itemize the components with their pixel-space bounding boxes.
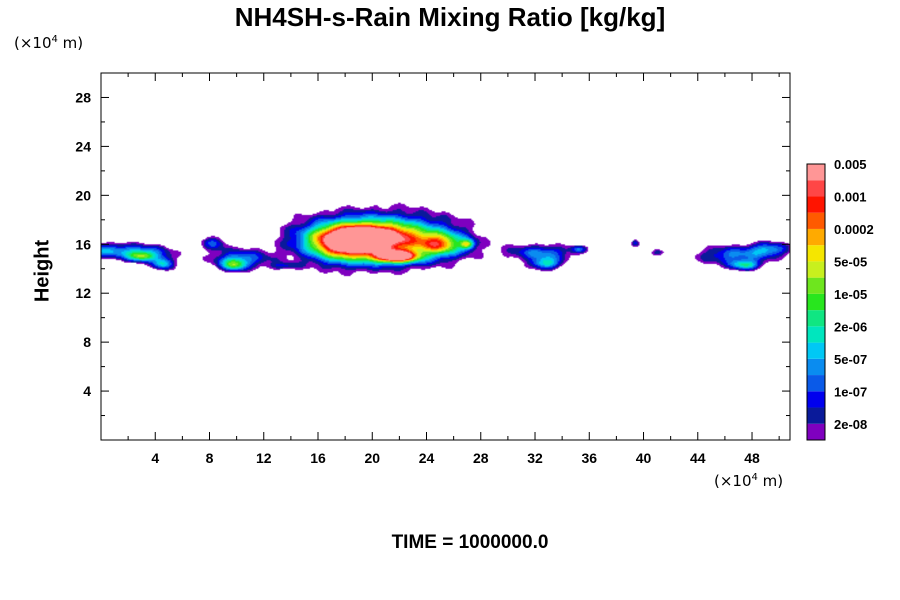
x-tick-label: 48 bbox=[744, 450, 760, 466]
x-tick-label: 44 bbox=[690, 450, 706, 466]
colorbar-swatch bbox=[807, 375, 825, 392]
y-tick-label: 24 bbox=[75, 138, 91, 154]
colorbar-swatch bbox=[807, 326, 825, 343]
colorbar-swatch bbox=[807, 423, 825, 440]
colorbar-swatch bbox=[807, 228, 825, 246]
y-tick-label: 20 bbox=[75, 187, 91, 203]
plot-frame bbox=[100, 72, 791, 441]
x-axis-unit: (×104 m) bbox=[714, 472, 784, 490]
colorbar-swatch bbox=[807, 261, 825, 278]
colorbar-swatch bbox=[807, 212, 825, 229]
colorbar-swatch bbox=[807, 342, 825, 359]
colorbar-swatch bbox=[807, 407, 825, 424]
y-tick-label: 28 bbox=[75, 89, 91, 105]
x-tick-label: 12 bbox=[256, 450, 272, 466]
x-tick-label: 20 bbox=[364, 450, 380, 466]
x-tick-label: 32 bbox=[527, 450, 543, 466]
colorbar-label: 1e-07 bbox=[834, 384, 867, 399]
colorbar-swatch bbox=[807, 245, 825, 262]
time-label: TIME = 1000000.0 bbox=[391, 532, 549, 553]
colorbar-swatch bbox=[807, 310, 825, 327]
colorbar-label: 2e-08 bbox=[834, 417, 867, 432]
colorbar-swatch bbox=[807, 277, 825, 294]
y-tick-label: 4 bbox=[83, 383, 91, 399]
y-tick-label: 12 bbox=[75, 285, 91, 301]
x-tick-label: 36 bbox=[581, 450, 597, 466]
colorbar-swatch bbox=[807, 196, 825, 213]
colorbar-swatch bbox=[807, 358, 825, 376]
y-tick-label: 8 bbox=[83, 334, 91, 350]
colorbar-label: 1e-05 bbox=[834, 287, 867, 302]
x-tick-label: 16 bbox=[310, 450, 326, 466]
colorbar-label: 0.001 bbox=[834, 189, 867, 204]
colorbar-label: 5e-05 bbox=[834, 254, 867, 269]
x-tick-label: 40 bbox=[636, 450, 652, 466]
colorbar-swatch bbox=[807, 180, 825, 197]
x-tick-label: 8 bbox=[206, 450, 214, 466]
colorbar-swatch bbox=[807, 164, 825, 181]
colorbar-label: 5e-07 bbox=[834, 352, 867, 367]
colorbar-label: 2e-06 bbox=[834, 319, 867, 334]
colorbar-swatch bbox=[807, 391, 825, 408]
colorbar-swatch bbox=[807, 293, 825, 311]
y-axis-unit: (×104 m) bbox=[14, 34, 84, 52]
x-tick-label: 4 bbox=[151, 450, 159, 466]
y-tick-label: 16 bbox=[75, 236, 91, 252]
colorbar-label: 0.005 bbox=[834, 157, 867, 172]
chart-title: NH4SH-s-Rain Mixing Ratio [kg/kg] bbox=[234, 2, 666, 32]
x-tick-label: 28 bbox=[473, 450, 489, 466]
x-tick-label: 24 bbox=[419, 450, 435, 466]
colorbar-label: 0.0002 bbox=[834, 222, 874, 237]
mixing-ratio-field bbox=[101, 73, 790, 440]
colorbar-frame bbox=[806, 163, 826, 441]
